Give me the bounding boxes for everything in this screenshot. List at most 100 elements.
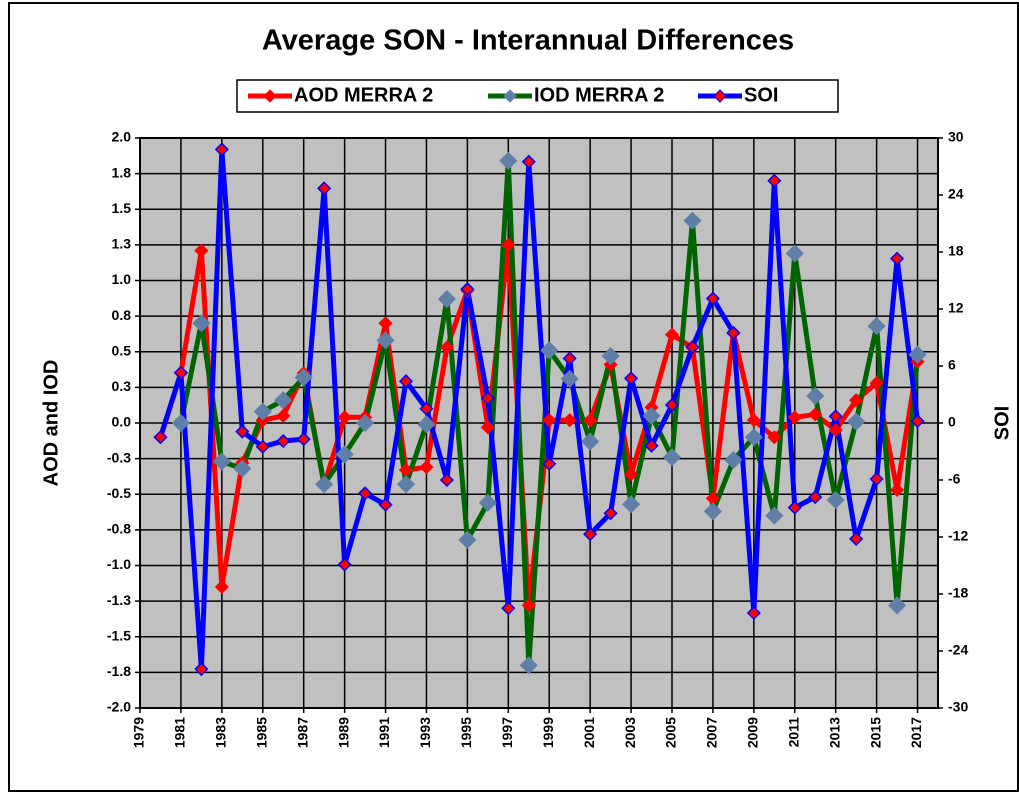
data-point <box>235 424 250 439</box>
data-point <box>746 413 761 428</box>
y-tick-label: -2.0 <box>107 699 131 715</box>
data-point <box>644 438 659 453</box>
x-tick-label: 1999 <box>540 717 556 748</box>
data-point <box>828 409 843 424</box>
data-point <box>683 211 702 230</box>
data-point <box>396 475 416 494</box>
y2-tick-label: 24 <box>948 186 964 202</box>
y2-tick-label: -6 <box>948 471 961 487</box>
data-point <box>705 291 720 306</box>
data-point <box>519 656 538 675</box>
data-point <box>765 506 784 525</box>
data-point <box>767 430 782 445</box>
data-point <box>214 579 229 594</box>
y-tick-label: 0.3 <box>112 378 132 394</box>
data-point <box>624 467 639 482</box>
y-tick-label: -0.3 <box>107 449 131 465</box>
data-point <box>458 530 477 549</box>
x-tick-label: 2015 <box>867 717 883 748</box>
data-point <box>685 339 700 355</box>
y2-tick-label: -24 <box>948 642 968 658</box>
data-point <box>724 450 743 470</box>
data-point <box>849 531 864 546</box>
x-tick-label: 2001 <box>581 717 597 748</box>
data-point <box>439 340 454 355</box>
x-tick-label: 2017 <box>908 717 924 748</box>
y-tick-label: 0.5 <box>112 342 132 358</box>
data-point <box>171 413 190 433</box>
x-tick-label: 1991 <box>376 717 392 748</box>
data-point <box>849 393 864 408</box>
y2-tick-label: 6 <box>948 357 956 373</box>
data-point <box>480 420 495 435</box>
data-point <box>501 237 516 252</box>
data-point <box>624 371 639 386</box>
y-tick-label: 2.0 <box>112 129 132 145</box>
data-point <box>192 314 211 333</box>
x-tick-label: 2007 <box>704 717 720 748</box>
y2-tick-label: 18 <box>948 243 964 259</box>
legend-marker <box>263 89 277 103</box>
data-point <box>153 430 168 445</box>
y-tick-label: -1.5 <box>107 627 131 643</box>
data-point <box>194 661 209 677</box>
data-point <box>276 408 291 423</box>
data-point <box>910 414 925 429</box>
x-tick-label: 1983 <box>213 717 229 748</box>
legend-label: IOD MERRA 2 <box>534 84 664 106</box>
x-tick-label: 1993 <box>417 717 433 748</box>
data-point <box>233 459 252 478</box>
data-point <box>542 413 557 428</box>
data-point <box>583 527 598 542</box>
legend-label: AOD MERRA 2 <box>294 84 433 106</box>
y-tick-label: -1.8 <box>107 663 131 679</box>
data-point <box>664 397 680 413</box>
y2-tick-label: 12 <box>948 300 964 316</box>
data-point <box>787 500 802 515</box>
data-point <box>480 391 495 406</box>
data-point <box>378 316 393 331</box>
y2-tick-label: -30 <box>948 699 968 715</box>
x-tick-label: 1981 <box>172 717 188 748</box>
data-point <box>703 502 722 521</box>
data-point <box>808 490 823 505</box>
data-point <box>847 412 866 431</box>
y2-tick-label: 0 <box>948 414 956 430</box>
y-tick-label: -1.0 <box>107 556 131 572</box>
data-point <box>253 402 272 421</box>
x-tick-label: 2013 <box>826 717 842 748</box>
data-point <box>746 605 761 621</box>
data-point <box>419 460 434 475</box>
data-point <box>787 410 802 425</box>
data-point <box>274 391 293 410</box>
data-point <box>376 331 395 350</box>
y-tick-label: 1.8 <box>112 164 132 180</box>
data-point <box>417 415 436 434</box>
y-tick-label: 1.5 <box>112 200 132 216</box>
data-point <box>315 475 334 494</box>
y-axis-label: AOD and IOD <box>40 360 62 487</box>
data-point <box>499 151 518 170</box>
x-tick-label: 1995 <box>458 717 474 748</box>
data-point <box>542 456 557 471</box>
y-tick-label: 1.3 <box>112 236 132 252</box>
data-point <box>767 173 782 188</box>
y2-tick-label: 30 <box>948 129 964 145</box>
data-point <box>337 410 352 425</box>
data-point <box>726 325 741 340</box>
x-tick-label: 1985 <box>253 717 269 748</box>
data-point <box>744 428 763 447</box>
data-point <box>869 471 884 487</box>
x-tick-label: 1997 <box>499 717 515 748</box>
x-tick-label: 2003 <box>622 717 638 748</box>
data-point <box>908 345 927 364</box>
data-point <box>806 386 825 405</box>
data-point <box>478 493 497 512</box>
data-point <box>398 374 414 389</box>
y2-tick-label: -12 <box>948 528 968 544</box>
data-point <box>828 423 843 438</box>
data-point <box>869 376 884 391</box>
x-tick-label: 1987 <box>294 717 310 748</box>
plot-border <box>139 137 939 709</box>
